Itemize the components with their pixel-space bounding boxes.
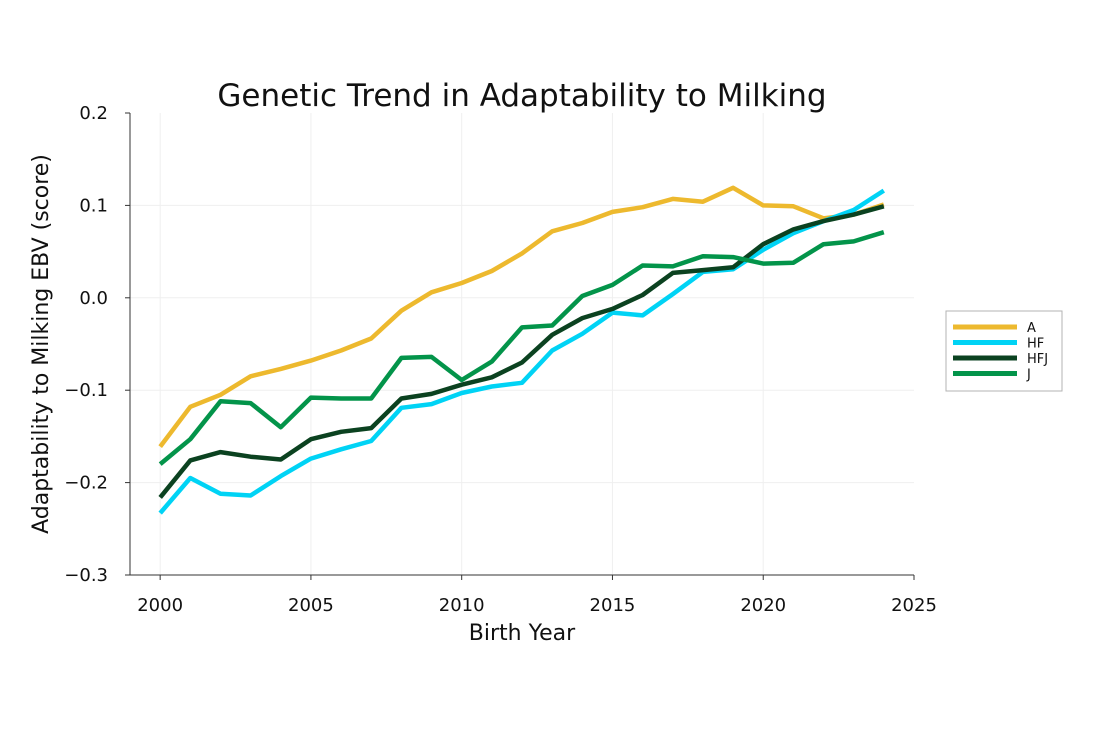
chart-title: Genetic Trend in Adaptability to Milking xyxy=(217,78,826,114)
y-tick-label: −0.3 xyxy=(64,565,108,586)
legend-label-a: A xyxy=(1027,321,1036,336)
x-tick-label: 2000 xyxy=(137,595,183,616)
y-tick-label: 0.1 xyxy=(79,195,108,216)
series-line-j xyxy=(158,230,885,466)
legend-label-j: J xyxy=(1026,368,1031,383)
y-tick-label: −0.1 xyxy=(64,380,108,401)
y-tick-label: −0.2 xyxy=(64,473,108,494)
x-tick-label: 2020 xyxy=(740,595,786,616)
x-axis-label: Birth Year xyxy=(469,621,576,646)
x-tick-label: 2010 xyxy=(439,595,485,616)
y-tick-label: 0.2 xyxy=(79,103,108,124)
grid-lines xyxy=(130,113,914,575)
series-lines xyxy=(158,185,886,515)
x-tick-label: 2005 xyxy=(288,595,334,616)
series-line-hf xyxy=(158,188,886,515)
y-axis-label: Adaptability to Milking EBV (score) xyxy=(29,154,54,534)
axes: 0.2 0.1 0.0 −0.1 −0.2 −0.3 2000 2005 2010 2015 202… xyxy=(64,103,937,616)
legend-label-hfj: HFJ xyxy=(1027,352,1048,367)
x-tick-label: 2015 xyxy=(590,595,636,616)
legend-label-hf: HF xyxy=(1027,337,1044,352)
legend-frame xyxy=(945,310,1063,392)
y-tick-label: 0.0 xyxy=(79,288,108,309)
series-line-a xyxy=(158,185,885,448)
x-tick-label: 2025 xyxy=(891,595,937,616)
series-line-hfj xyxy=(158,204,885,499)
